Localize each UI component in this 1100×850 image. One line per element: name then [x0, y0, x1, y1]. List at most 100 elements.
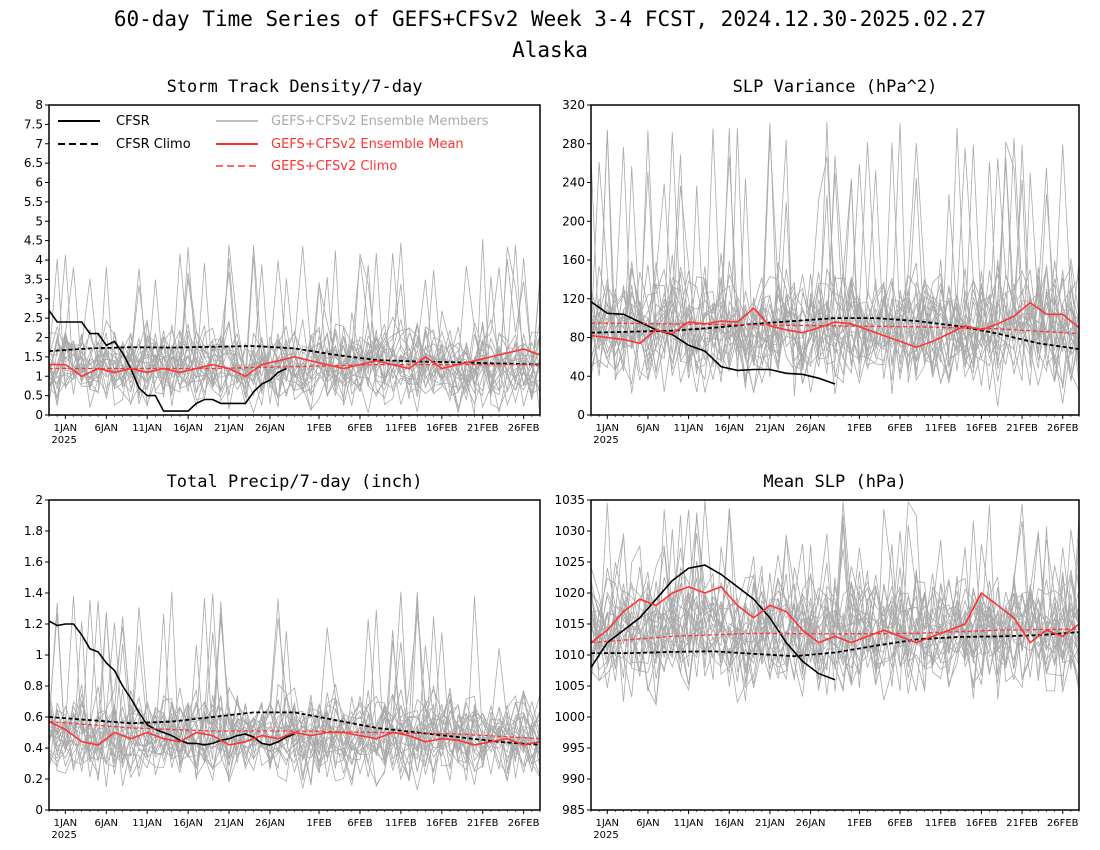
ensemble-member-line [48, 245, 541, 406]
ensemble-mean-line-slp-variance [590, 301, 1080, 349]
y-tick-label: 1025 [554, 555, 585, 569]
x-year-label: 2025 [593, 435, 618, 446]
x-tick-label: 21JAN [755, 818, 785, 829]
ensemble-mean-line-total-precip [48, 720, 541, 746]
y-tick-label: 1.8 [24, 524, 43, 538]
x-tick-label: 26FEB [1047, 818, 1079, 829]
x-tick-label: 21JAN [214, 423, 244, 434]
y-tick-label: 240 [562, 176, 585, 190]
ensemble-member-line [590, 266, 1080, 385]
cfsr-climo-line-total-precip [48, 711, 541, 746]
ensemble-member-line [590, 135, 1080, 395]
y-tick-label: 995 [562, 741, 585, 755]
y-tick-label: 1010 [554, 648, 585, 662]
ensemble-member-line [48, 253, 541, 413]
ensemble-climo-line-storm-track [49, 363, 540, 370]
ensemble-members-storm-track [48, 239, 541, 416]
ensemble-climo-line-total-precip [48, 720, 541, 740]
panel-title-total-precip: Total Precip/7-day (inch) [167, 472, 423, 492]
y-tick-label: 6 [35, 176, 43, 190]
ensemble-member-line [590, 524, 1080, 679]
x-tick-label: 16JAN [173, 423, 203, 434]
y-tick-label: 7.5 [24, 117, 43, 131]
ensemble-member-line [590, 504, 1080, 685]
x-year-label: 2025 [51, 830, 76, 841]
cfsr-line-slp-variance [590, 301, 836, 385]
y-tick-label: 1035 [554, 493, 585, 507]
x-tick-label: 21FEB [467, 423, 499, 434]
ensemble-member-line [590, 501, 1080, 675]
ensemble-member-line [48, 599, 541, 784]
y-tick-label: 0.6 [24, 710, 43, 724]
x-tick-label: 11JAN [674, 818, 704, 829]
x-tick-label: 26JAN [255, 818, 285, 829]
ensemble-member-line [48, 593, 541, 781]
y-tick-label: 1.6 [24, 555, 43, 569]
ensemble-member-line [590, 144, 1080, 384]
ensemble-member-line [590, 141, 1080, 385]
ensemble-member-line [48, 270, 541, 413]
ensemble-member-line [48, 316, 541, 403]
ensemble-mean-line-mean-slp [590, 585, 1080, 644]
ensemble-member-line [48, 250, 541, 406]
y-tick-label: 0.2 [24, 772, 43, 786]
x-tick-label: 6JAN [95, 818, 118, 829]
x-tick-label: 6FEB [887, 818, 912, 829]
x-tick-label: 11JAN [674, 423, 704, 434]
x-year-label: 2025 [51, 435, 76, 446]
y-tick-label: 1 [35, 369, 43, 383]
ensemble-member-line [590, 509, 1080, 683]
x-tick-label: 16JAN [173, 818, 203, 829]
y-tick-label: 280 [562, 137, 585, 151]
x-tick-label: 26JAN [796, 818, 826, 829]
x-tick-label: 11JAN [132, 423, 162, 434]
cfsr-line-mean-slp [590, 564, 836, 681]
legend: CFSR CFSR Climo GEFS+CFSv2 Ensemble Memb… [58, 114, 489, 174]
y-tick-label: 990 [562, 772, 585, 786]
y-tick-label: 120 [562, 292, 585, 306]
cfsr-line-total-precip [48, 620, 295, 746]
x-tick-label: 16FEB [966, 423, 998, 434]
legend-label-cfsr-climo: CFSR Climo [116, 137, 191, 152]
x-year-label: 2025 [593, 830, 618, 841]
ensemble-member-line [48, 591, 541, 773]
legend-label-ens-climo: GEFS+CFSv2 Climo [271, 159, 397, 174]
panel-storm-track: Storm Track Density/7-day 0 0.5 1 1.5 2 2.5 3 3.… [24, 77, 541, 446]
legend-label-members: GEFS+CFSv2 Ensemble Members [271, 114, 489, 129]
x-tick-label: 16FEB [426, 423, 458, 434]
cfsr-climo-line-mean-slp [591, 631, 1080, 658]
y-tick-label: 160 [562, 253, 585, 267]
y-tick-label: 0 [35, 803, 43, 817]
y-tick-label: 7 [35, 137, 43, 151]
x-tick-label: 11FEB [385, 818, 417, 829]
ensemble-member-line [590, 517, 1080, 701]
ensemble-member-line [48, 242, 541, 404]
y-tick-label: 0 [577, 408, 585, 422]
ensemble-member-line [590, 509, 1080, 707]
x-tick-label: 26JAN [796, 423, 826, 434]
x-tick-label: 1JAN [54, 818, 77, 829]
x-tick-label: 1FEB [306, 818, 331, 829]
cfsr-line-storm-track [48, 309, 287, 412]
y-tick-label: 1030 [554, 524, 585, 538]
x-tick-label: 1JAN [596, 423, 619, 434]
y-tick-label: 1005 [554, 679, 585, 693]
ensemble-member-line [48, 617, 541, 774]
y-tick-label: 1020 [554, 586, 585, 600]
x-tick-label: 1FEB [847, 818, 872, 829]
y-tick-label: 40 [570, 369, 585, 383]
ensemble-member-line [48, 598, 541, 770]
ensemble-member-line [590, 128, 1080, 393]
ensemble-member-line [590, 567, 1080, 692]
ensemble-member-line [48, 598, 541, 788]
y-tick-label: 5.5 [24, 195, 43, 209]
ensemble-member-line [590, 512, 1080, 691]
y-tick-label: 4 [35, 253, 43, 267]
y-tick-label: 0.4 [24, 741, 43, 755]
ensemble-member-line [590, 544, 1080, 702]
ensemble-members-mean-slp [590, 500, 1080, 707]
ensemble-member-line [590, 130, 1080, 381]
panel-mean-slp: Mean SLP (hPa) 985 990 995 1000 1005 1010 1015 1… [554, 472, 1080, 841]
y-tick-label: 6.5 [24, 156, 43, 170]
